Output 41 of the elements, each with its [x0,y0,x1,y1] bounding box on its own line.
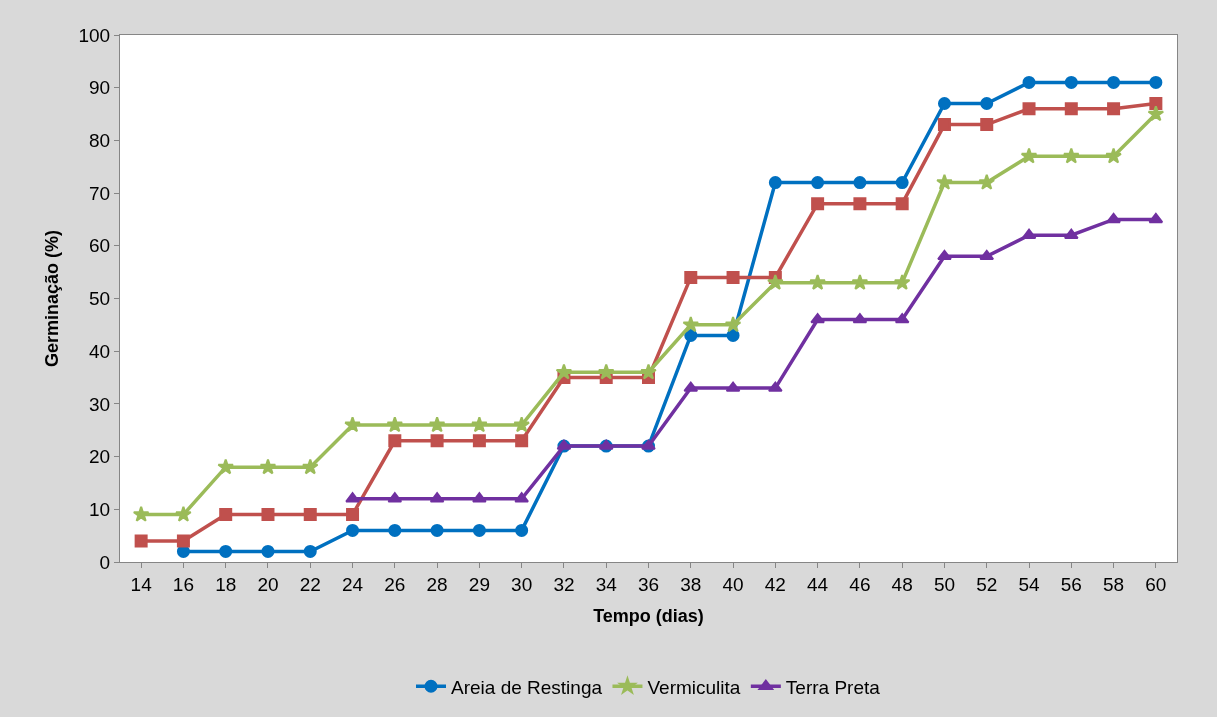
x-tick-label: 24 [341,573,364,595]
x-tick-label: 56 [1060,573,1082,595]
y-tick-label: 20 [89,446,111,468]
x-tick-label: 44 [807,573,829,595]
x-tick-label: 40 [722,573,744,595]
legend-label: Areia de Restinga [451,676,603,698]
x-tick-label: 22 [299,573,321,595]
x-axis-title: Tempo (dias) [593,605,704,626]
x-tick-label: 60 [1145,573,1167,595]
x-tick-label: 52 [976,573,998,595]
y-tick-label: 0 [99,551,111,573]
y-tick-label: 30 [89,393,111,415]
y-tick-label: 90 [89,77,111,99]
x-tick-label: 16 [172,573,194,595]
y-tick-label: 70 [89,182,111,204]
legend-label: Terra Preta [785,676,881,698]
x-tick-label: 58 [1103,573,1125,595]
y-tick-label: 60 [89,235,111,257]
x-tick-label: 46 [849,573,871,595]
x-tick-label: 18 [215,573,237,595]
x-tick-label: 26 [384,573,406,595]
y-tick-label: 50 [89,288,111,310]
y-tick-label: 40 [89,340,111,362]
y-tick-label: 10 [89,498,111,520]
x-tick-label: 48 [891,573,913,595]
y-tick-label: 80 [89,130,111,152]
y-tick-label: 100 [78,24,111,46]
y-axis-title: Germinação (%) [41,229,62,368]
x-tick-label: 20 [257,573,279,595]
x-tick-label: 42 [764,573,786,595]
x-tick-label: 28 [426,573,448,595]
x-tick-label: 29 [468,573,490,595]
legend-label: Vermiculita [647,676,741,698]
x-tick-label: 50 [933,573,956,595]
x-tick-label: 34 [595,573,618,595]
x-tick-label: 54 [1018,573,1041,595]
x-tick-label: 32 [553,573,575,595]
x-tick-label: 30 [511,573,533,595]
x-tick-label: 14 [130,573,153,595]
x-tick-label: 36 [637,573,660,595]
x-tick-label: 38 [680,573,702,595]
